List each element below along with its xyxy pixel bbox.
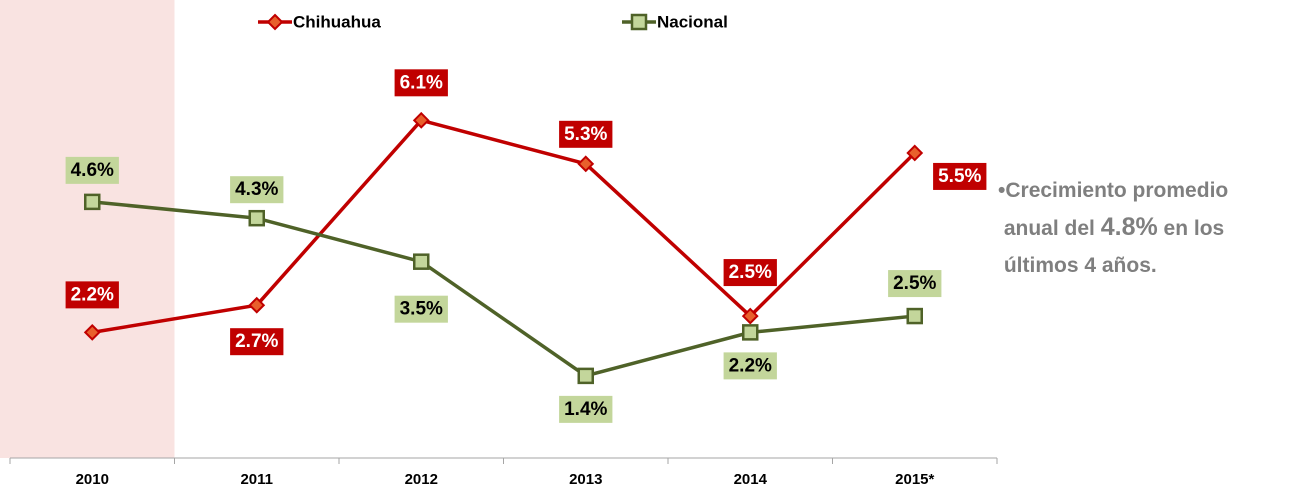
annotation-highlight: 4.8% [1100, 213, 1158, 241]
data-label-text: 4.3% [235, 179, 278, 200]
data-label-box [559, 395, 613, 423]
data-label-text: 4.6% [71, 160, 114, 181]
data-label-box [723, 259, 777, 287]
data-label: 2.5% [888, 270, 942, 298]
data-label-text: 2.5% [729, 262, 772, 283]
data-label-box [888, 270, 942, 298]
data-label-box [933, 162, 987, 190]
legend-label: Chihuahua [293, 12, 381, 31]
legend-marker [630, 13, 648, 31]
data-label-box [230, 328, 284, 356]
data-label: 2.5% [723, 259, 777, 287]
x-tick-label: 2010 [76, 471, 109, 488]
data-label-box [723, 352, 777, 380]
data-label-text: 2.2% [729, 355, 772, 376]
data-label-box [230, 176, 284, 204]
data-label-text: 5.5% [938, 166, 981, 187]
data-point [742, 324, 759, 341]
data-label-box [394, 295, 448, 323]
data-label-box [559, 120, 613, 148]
data-label: 5.3% [559, 120, 613, 148]
data-label-text: 3.5% [400, 299, 443, 320]
data-label: 4.6% [65, 156, 119, 184]
data-point [83, 323, 101, 341]
data-label: 2.2% [723, 352, 777, 380]
data-label: 2.7% [230, 328, 284, 356]
x-tick-label: 2011 [240, 471, 273, 488]
data-point [412, 111, 430, 129]
data-point [248, 209, 265, 227]
data-label-text: 6.1% [400, 72, 443, 93]
data-point [741, 307, 759, 325]
data-point [577, 367, 594, 385]
x-tick-label: 2015* [895, 471, 934, 488]
data-point [577, 155, 595, 173]
data-label: 6.1% [394, 69, 448, 97]
x-tick-label: 2013 [569, 471, 602, 488]
series-line [92, 200, 915, 378]
annotation: •Crecimiento promedio anual del 4.8% en … [998, 179, 1229, 277]
data-label-text: 2.2% [71, 284, 114, 305]
data-label-text: 2.7% [235, 331, 278, 352]
data-label-box [65, 281, 119, 309]
legend-marker [266, 13, 284, 31]
data-label-text: 5.3% [564, 124, 607, 145]
data-label-box [394, 69, 448, 97]
data-label: 4.3% [230, 176, 284, 204]
annotation-text: Crecimiento promedio [1005, 179, 1229, 202]
data-point [413, 253, 430, 270]
series-line [91, 118, 916, 335]
data-label-box [65, 156, 119, 184]
data-label-text: 2.5% [893, 273, 936, 294]
data-label: 5.5% [933, 162, 987, 190]
highlight-band [0, 0, 175, 458]
legend-label: Nacional [657, 12, 728, 31]
data-point [84, 193, 101, 211]
data-label-text: 1.4% [564, 399, 607, 420]
data-point [906, 144, 924, 162]
annotation-text: últimos 4 años. [1003, 254, 1157, 277]
data-label: 2.2% [65, 281, 119, 309]
data-point [906, 307, 923, 325]
annotation-text: anual del [1003, 217, 1095, 240]
data-point [248, 296, 266, 314]
x-tick-label: 2012 [405, 471, 438, 488]
annotation-text: en los [1163, 217, 1225, 240]
data-label: 3.5% [394, 295, 448, 323]
data-label: 1.4% [559, 395, 613, 423]
x-tick-label: 2014 [734, 471, 768, 488]
